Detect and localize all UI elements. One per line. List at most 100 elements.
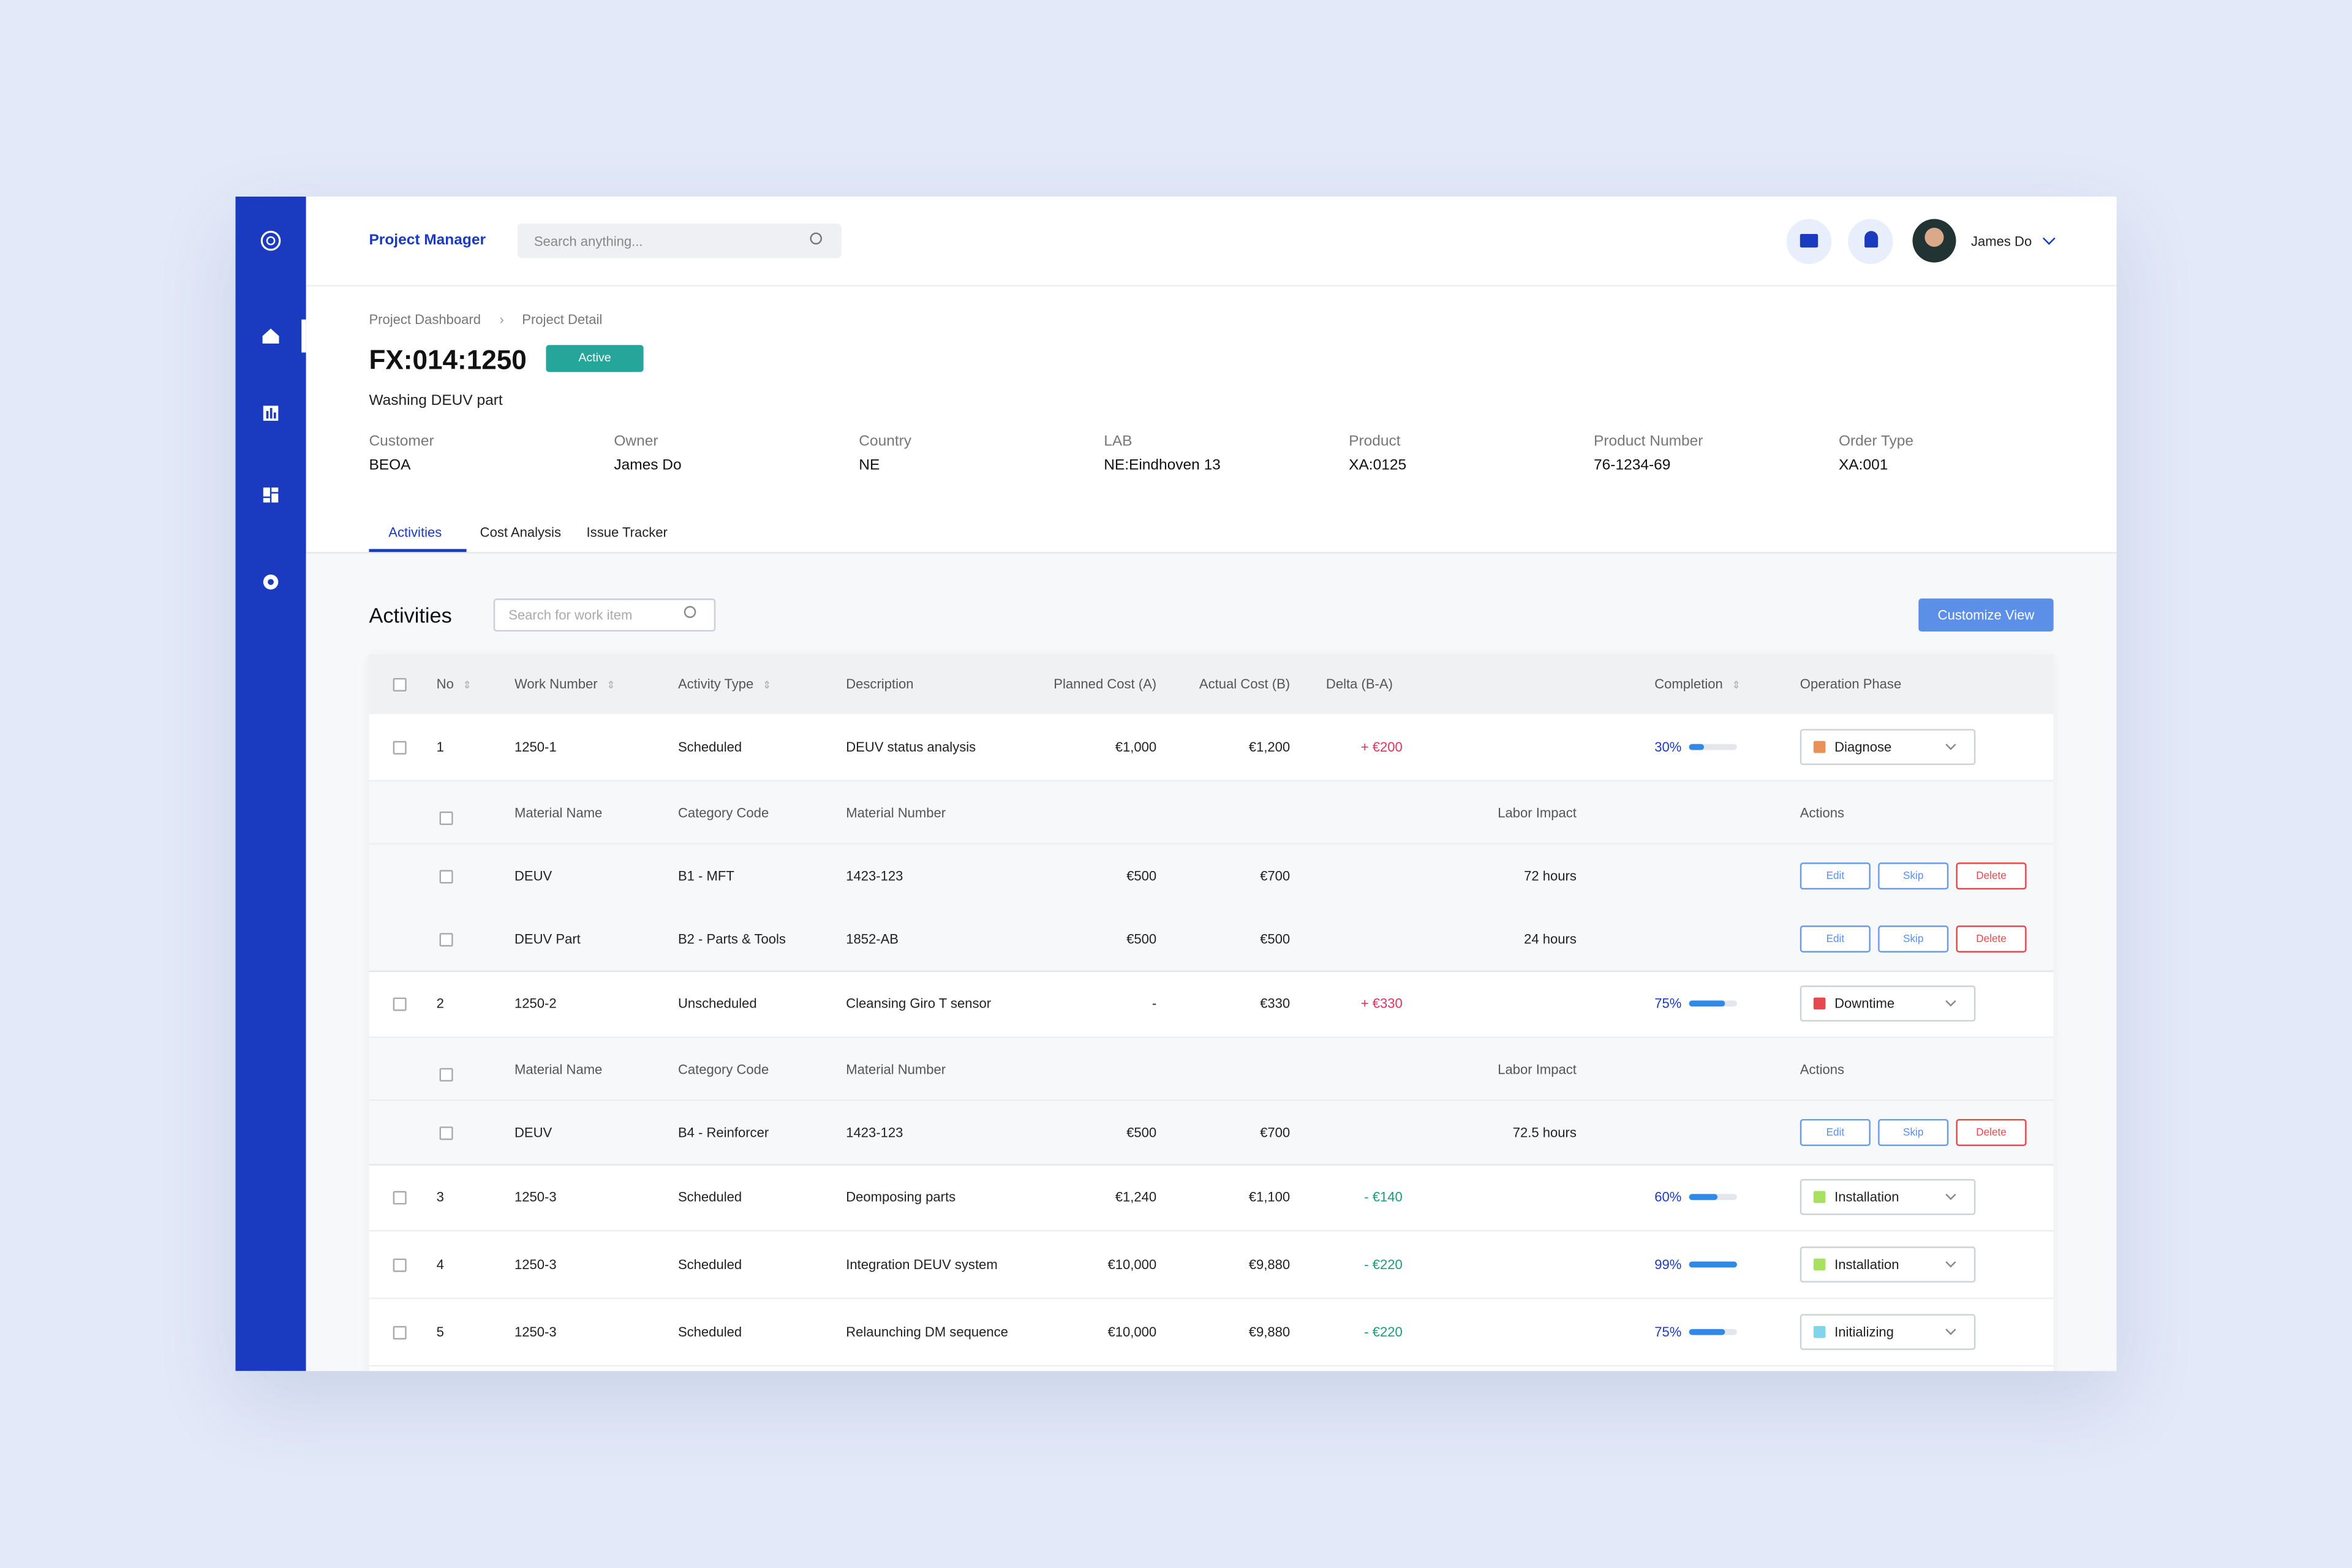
action-button[interactable] [1956,862,2027,890]
activity-type: Scheduled [677,1257,742,1272]
action-button[interactable] [1878,862,1949,890]
phase-label: Diagnose [1834,739,1892,755]
sub-header [369,781,2054,845]
tab[interactable]: Activities [388,525,442,540]
customize-button[interactable] [1918,598,2054,632]
delta: - €220 [1364,1324,1403,1340]
material-row [369,1101,2054,1164]
checkbox[interactable] [393,997,407,1011]
phase-color [1813,1258,1826,1271]
search-box[interactable] [517,223,842,258]
progress-track [1689,744,1737,750]
phase-label: Initializing [1834,1324,1894,1340]
work-number: 1250-3 [514,1257,557,1272]
actual-cost: €1,200 [1248,739,1291,755]
progress-fill [1689,1261,1737,1268]
sidebar [235,196,306,1371]
sub-column-header: Material Name [514,805,603,821]
project-description: Washing DEUV part [369,393,503,410]
sort-icon[interactable]: ⇕ [462,680,472,692]
column-header: Description [846,676,914,692]
field-label: Customer [369,433,434,450]
table-header [369,654,2054,714]
action-button[interactable] [1800,925,1871,953]
work-number: 1250-3 [514,1189,557,1205]
action-label: Edit [1826,933,1845,944]
checkbox[interactable] [439,870,453,884]
group-divider [369,1164,2054,1166]
action-button[interactable] [1800,862,1871,890]
progress-fill [1689,1329,1725,1335]
field-label: LAB [1104,433,1133,450]
field-value: NE:Eindhoven 13 [1104,457,1221,474]
tab[interactable]: Issue Tracker [586,525,668,540]
action-button[interactable] [1878,1118,1949,1147]
field-label: Country [859,433,912,450]
table [369,654,2054,1371]
material-actual: €500 [1260,931,1291,947]
phase-label: Downtime [1834,996,1895,1011]
phase-dropdown[interactable] [1800,1314,1976,1351]
checkbox[interactable] [393,1258,407,1272]
sub-column-header: Actions [1800,805,1845,821]
labor-impact: 72.5 hours [1512,1125,1577,1140]
actual-cost: €9,880 [1248,1324,1291,1340]
action-label: Delete [1976,870,2007,881]
action-label: Edit [1826,1127,1845,1138]
activity-type: Scheduled [677,739,742,755]
phase-dropdown[interactable] [1800,1246,1976,1283]
phase-dropdown[interactable] [1800,1178,1976,1215]
material-number: 1852-AB [846,931,899,947]
action-button[interactable] [1956,925,2027,953]
completion-label: 30% [1654,739,1682,755]
checkbox[interactable] [393,1325,407,1340]
sub-column-header: Labor Impact [1498,805,1577,821]
field-label: Product Number [1594,433,1703,450]
sub-column-header: Material Number [846,805,946,821]
activities-title: Activities [369,603,452,627]
tab[interactable]: Cost Analysis [480,525,562,540]
phase-color [1813,1191,1826,1204]
breadcrumb[interactable]: Project Dashboard [369,312,481,327]
sort-icon[interactable]: ⇕ [762,680,772,692]
checkbox[interactable] [393,1191,407,1205]
breadcrumb-separator: › [499,312,504,327]
row-no: 5 [436,1324,444,1340]
checkbox[interactable] [439,933,453,947]
checkbox[interactable] [393,677,407,692]
top-bar-border [306,285,2117,287]
sub-column-header: Labor Impact [1498,1061,1577,1077]
phase-dropdown[interactable] [1800,729,1976,765]
checkbox[interactable] [439,1068,453,1082]
sort-icon[interactable]: ⇕ [606,680,616,692]
search-placeholder: Search anything... [533,233,643,249]
sub-column-header: Material Name [514,1061,603,1077]
work-item-search[interactable] [493,598,716,632]
field-value: James Do [614,457,682,474]
avatar[interactable] [1912,219,1956,263]
phase-label: Installation [1834,1189,1899,1205]
description: DEUV status analysis [846,739,976,755]
column-header: Activity Type ⇕ [677,676,772,692]
checkbox[interactable] [439,1126,453,1140]
action-button[interactable] [1956,1118,2027,1147]
phase-label: Installation [1834,1257,1899,1272]
progress-fill [1689,1194,1718,1200]
field-label: Product [1349,433,1401,450]
phase-dropdown[interactable] [1800,985,1976,1022]
status-label: Active [578,351,611,365]
delta: - €220 [1364,1257,1403,1272]
sub-column-header: Category Code [677,805,769,821]
activity-type: Unscheduled [677,996,757,1011]
sort-icon[interactable]: ⇕ [1732,680,1741,692]
planned-cost: €1,240 [1115,1189,1157,1205]
user-name[interactable]: James Do [1970,233,2032,249]
sidebar-icons [260,230,306,590]
checkbox[interactable] [439,811,453,825]
delta: + €200 [1360,739,1403,755]
action-button[interactable] [1878,925,1949,953]
phase-color [1813,1325,1826,1338]
material-planned: €500 [1126,931,1157,947]
checkbox[interactable] [393,741,407,755]
action-button[interactable] [1800,1118,1871,1147]
